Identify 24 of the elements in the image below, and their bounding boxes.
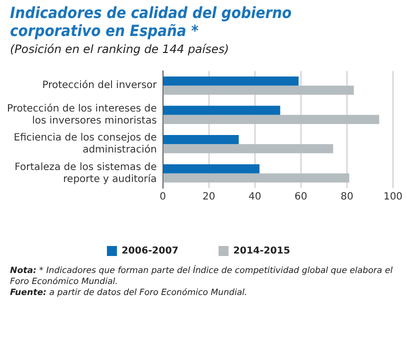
bar [163, 164, 260, 174]
bar [163, 86, 354, 95]
legend-label: 2006-2007 [122, 245, 179, 256]
x-tick-label: 40 [248, 192, 262, 203]
x-tick-label: 80 [340, 192, 354, 203]
bar [163, 114, 380, 124]
source-note: Fuente: a partir de datos del Foro Económico Mundial. [10, 288, 248, 299]
bar [163, 144, 334, 154]
y-tick-label: Fortaleza de los sistemas de reporte y auditoría [14, 162, 157, 185]
x-tick-label: 100 [383, 192, 403, 203]
text: Nota: * Indicadores que forman parte del Índice de competitividad global que elabora el Foro Económico Mundial. [10, 266, 394, 288]
bar [163, 173, 350, 182]
x-tick-label: 20 [202, 192, 216, 203]
x-tick-label: 0 [160, 192, 166, 203]
y-tick-label: Protección del inversor [42, 80, 158, 92]
y-tick-label: Protección de los intereses de los inversores minoristas [7, 103, 157, 126]
bar [163, 106, 280, 115]
y-tick-label: Eficiencia de los consejos de administración [14, 132, 157, 156]
bar [163, 76, 299, 86]
x-tick-label: 60 [294, 192, 308, 203]
legend-label: 2014-2015 [233, 245, 290, 256]
chart-subtitle: (Posición en el ranking de 144 países) [10, 42, 230, 56]
chart-title: Indicadores de calidad del gobierno corporativo en España * [10, 4, 293, 40]
bar [163, 135, 239, 144]
